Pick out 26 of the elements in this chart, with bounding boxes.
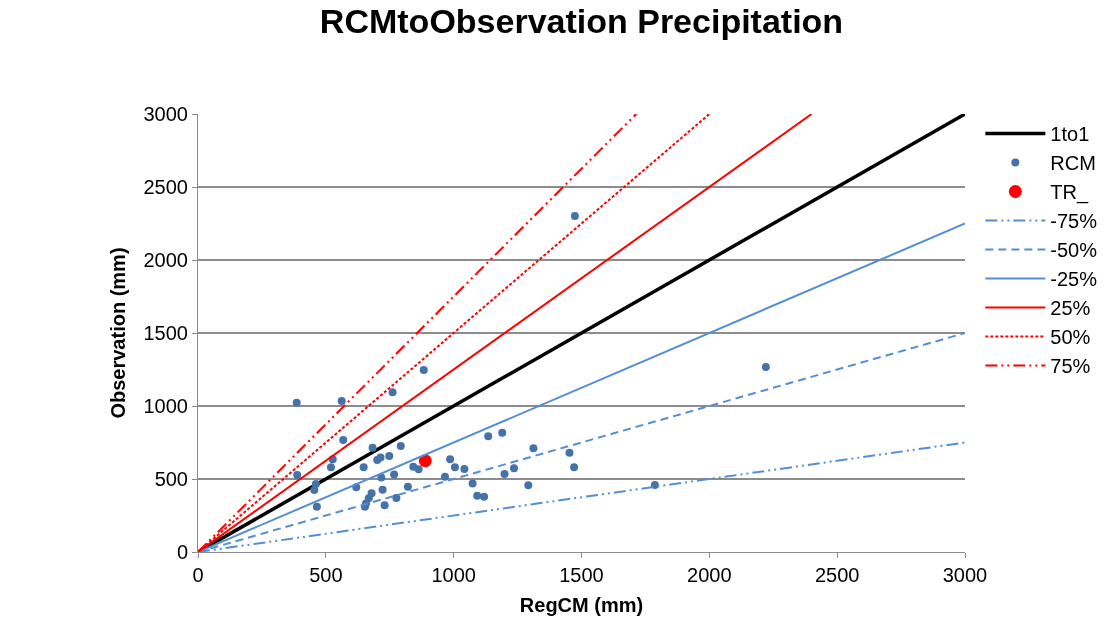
legend-label: RCM (1050, 152, 1096, 175)
y-axis-title: Observation (mm) (107, 247, 129, 419)
legend-label: 75% (1050, 355, 1091, 378)
x-tick-label: 1500 (559, 564, 604, 586)
y-tick-label: 2500 (143, 176, 188, 198)
x-tick-label: 0 (192, 564, 204, 586)
x-tick-label: 500 (309, 564, 343, 586)
x-tick-label: 1000 (431, 564, 476, 586)
y-tick-label: 2000 (143, 249, 188, 271)
x-tick-label: 3000 (942, 564, 988, 586)
legend-label: TR_ (1050, 181, 1089, 205)
y-tick-label: 500 (154, 468, 188, 490)
chart-title: RCMtoObservation Precipitation (319, 2, 844, 41)
y-tick-label: 1000 (143, 395, 188, 417)
legend-label: 50% (1050, 326, 1091, 349)
x-axis-title: RegCM (mm) (519, 593, 644, 616)
x-tick-label: 2000 (687, 564, 732, 586)
legend-label: 1to1 (1050, 123, 1090, 146)
y-tick-label: 1500 (143, 322, 188, 344)
legend-label: -50% (1050, 239, 1098, 262)
legend-label: -25% (1050, 268, 1098, 291)
y-tick-label: 3000 (143, 103, 188, 125)
legend-label: 25% (1050, 297, 1091, 320)
y-tick-label: 0 (176, 541, 188, 563)
legend-label: -75% (1050, 210, 1098, 233)
x-tick-label: 2500 (814, 564, 860, 586)
